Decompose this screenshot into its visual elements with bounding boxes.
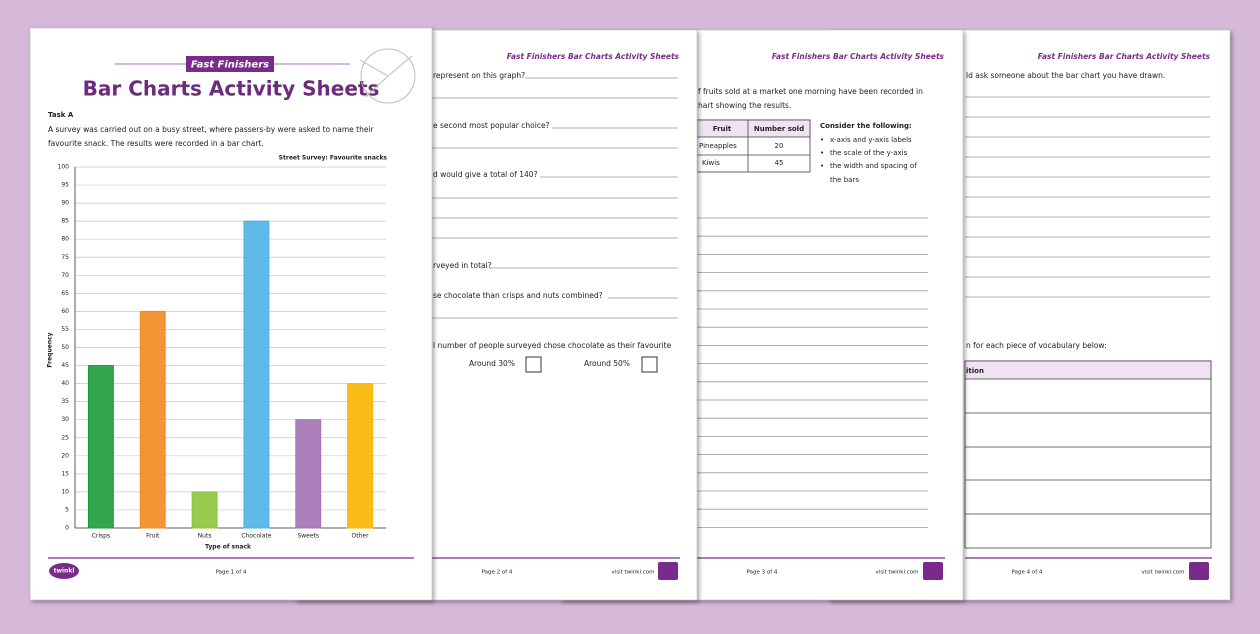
- y-tick-label: 45: [61, 362, 69, 369]
- y-tick-label: 10: [61, 488, 69, 495]
- y-tick-label: 60: [61, 308, 69, 315]
- badge-icon: [923, 562, 943, 580]
- page-number: Page 4 of 4: [1012, 570, 1043, 576]
- y-tick-label: 80: [61, 236, 69, 243]
- table-header-text: ition: [966, 367, 984, 375]
- bar: [87, 365, 114, 529]
- intro: A survey was carried out on a busy stree…: [48, 125, 375, 134]
- x-tick-label: Crisps: [92, 533, 110, 540]
- table-rows: [965, 412, 1211, 515]
- question: rveyed in total?: [433, 261, 492, 270]
- y-tick-label: 30: [61, 416, 69, 423]
- instruction: n for each piece of vocabulary below:: [966, 341, 1107, 350]
- x-tick-label: Nuts: [198, 533, 212, 540]
- bar: [295, 419, 322, 529]
- logo: [49, 563, 79, 579]
- checkbox[interactable]: [525, 356, 542, 373]
- badge-icon: [658, 562, 678, 580]
- header: Fast Finishers Bar Charts Activity Sheet…: [772, 52, 945, 61]
- bar-chart: 0 5 10 15 20 25 30 35 40 45 50 55 60 65 70 75 80 85 90 95 10…: [58, 164, 386, 540]
- question: ld ask someone about the bar chart you h…: [966, 71, 1165, 80]
- badge: [186, 56, 274, 72]
- table-header: Number sold: [754, 125, 804, 133]
- x-tick-label: Chocolate: [241, 533, 271, 540]
- x-tick-label: Sweets: [297, 533, 319, 540]
- x-tick-label: Other: [352, 533, 370, 540]
- table-header: Fruit: [713, 125, 732, 133]
- option: Around 30%: [469, 359, 515, 368]
- y-tick-label: 85: [61, 218, 69, 225]
- bar: [139, 310, 166, 529]
- y-tick-label: 100: [58, 164, 70, 171]
- y-tick-label: 65: [61, 290, 69, 297]
- page-title: Bar Charts Activity Sheets: [83, 77, 380, 101]
- checkbox[interactable]: [641, 356, 658, 373]
- y-tick-label: 50: [61, 344, 69, 351]
- bullet: •: [820, 149, 824, 157]
- badge-text: Fast Finishers: [191, 60, 269, 71]
- y-tick-label: 75: [61, 254, 69, 261]
- y-axis-label: Frequency: [47, 332, 54, 367]
- question: represent on this graph?: [433, 71, 525, 80]
- badge-icon: [1189, 562, 1209, 580]
- x-tick-label: Fruit: [146, 533, 160, 540]
- bar: [243, 220, 270, 529]
- y-tick-label: 35: [61, 398, 69, 405]
- header: Fast Finishers Bar Charts Activity Sheet…: [1038, 52, 1211, 61]
- header: Fast Finishers Bar Charts Activity Sheet…: [507, 52, 680, 61]
- table-cell: Pineapples: [699, 142, 737, 150]
- question: se chocolate than crisps and nuts combin…: [433, 291, 603, 300]
- y-tick-label: 95: [61, 182, 69, 189]
- table-cell: 45: [775, 159, 784, 167]
- bar: [191, 491, 218, 529]
- table-cell: Kiwis: [702, 159, 720, 167]
- x-axis-label: Type of snack: [205, 544, 252, 551]
- page-number: Page 2 of 4: [482, 570, 513, 576]
- intro: f fruits sold at a market one morning ha…: [698, 87, 923, 96]
- y-tick-label: 40: [61, 380, 69, 387]
- answer-lines: [965, 96, 1210, 298]
- consider: Consider the following:: [820, 122, 912, 130]
- y-tick-label: 70: [61, 272, 69, 279]
- answer-lines: [432, 77, 678, 319]
- y-tick-label: 20: [61, 452, 69, 459]
- y-tick-label: 5: [65, 506, 69, 513]
- option: Around 50%: [584, 359, 630, 368]
- logo-text: twinkl: [54, 568, 75, 575]
- y-tick-label: 90: [61, 200, 69, 207]
- page-number: Page 1 of 4: [216, 570, 247, 576]
- bullet-text: the scale of the y-axis: [830, 149, 908, 157]
- page-number: Page 3 of 4: [747, 570, 778, 576]
- task: Task A: [48, 111, 74, 119]
- fruit-table: [696, 119, 811, 173]
- table-header: [964, 360, 1212, 380]
- pie-icon: [359, 48, 416, 104]
- bullet-text: the width and spacing of: [830, 162, 917, 170]
- y-tick-label: 0: [65, 525, 69, 532]
- site: visit twinkl.com: [612, 570, 655, 576]
- y-tick-label: 25: [61, 434, 69, 441]
- bar: [347, 383, 374, 529]
- page-1: Fast Finishers Bar Charts Activity Sheet…: [29, 27, 433, 601]
- answer-lines: [697, 217, 928, 528]
- bullet: •: [820, 136, 824, 144]
- site: visit twinkl.com: [876, 570, 919, 576]
- site: visit twinkl.com: [1142, 570, 1185, 576]
- bullet-text: x-axis and y-axis labels: [830, 136, 912, 144]
- chart-title: Street Survey: Favourite snacks: [279, 155, 388, 162]
- intro: favourite snack. The results were record…: [48, 139, 264, 148]
- bullet-text: the bars: [830, 176, 859, 184]
- y-tick-label: 15: [61, 470, 69, 477]
- table-cell: 20: [775, 142, 784, 150]
- question: l number of people surveyed chose chocol…: [433, 341, 672, 350]
- question: e second most popular choice?: [433, 121, 550, 130]
- y-tick-label: 55: [61, 326, 69, 333]
- bullet: •: [820, 162, 824, 170]
- question: d would give a total of 140?: [433, 170, 538, 179]
- intro: hart showing the results.: [698, 101, 791, 110]
